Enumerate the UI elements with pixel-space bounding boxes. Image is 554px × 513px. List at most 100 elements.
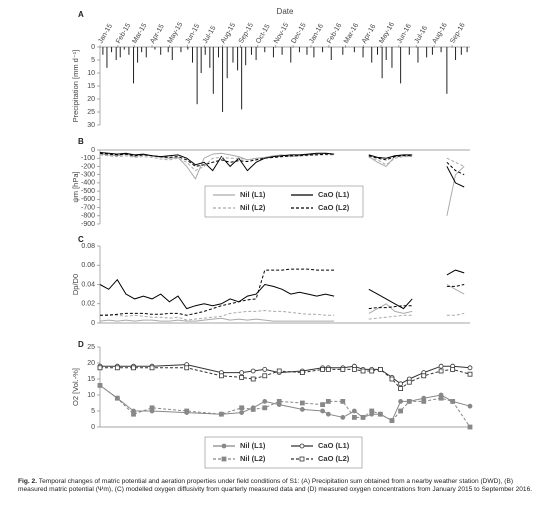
x-tick-label: Jun-15: [185, 23, 202, 45]
marker: [369, 368, 375, 374]
panel-letter: C: [78, 235, 84, 244]
marker: [320, 408, 325, 414]
x-tick-label: May-16: [378, 21, 396, 45]
marker: [97, 382, 103, 388]
x-tick-label: Mar-15: [131, 22, 148, 45]
marker: [250, 406, 256, 412]
legend-label: Nil (L2): [240, 203, 266, 212]
y-tick-label: -500: [81, 188, 95, 195]
y-tick-label: 0.06: [81, 262, 95, 269]
legend-marker: [221, 456, 227, 462]
legend-marker: [221, 443, 227, 449]
legend-box: [204, 436, 363, 469]
legend-label: CaO (L2): [318, 454, 350, 463]
x-tick-label: Sep-15: [238, 22, 255, 45]
y-tick-label: 0: [91, 147, 95, 154]
x-tick-label: Oct-15: [255, 23, 272, 45]
marker: [262, 398, 268, 404]
series-line: [100, 268, 465, 316]
marker: [398, 408, 404, 414]
marker: [438, 395, 444, 401]
y-tick-label: -200: [81, 163, 95, 170]
marker: [340, 366, 346, 372]
figure: A Precipitation [mm d⁻¹] 0 5 10 15 20 25 30 Jan-1…: [71, 7, 473, 469]
panel-letter: A: [78, 10, 84, 19]
marker: [219, 411, 224, 417]
marker: [239, 370, 245, 376]
marker: [239, 374, 245, 380]
marker: [299, 370, 305, 376]
x-tick-label: Dec-15: [290, 22, 307, 45]
y-tick-label: 0.04: [81, 281, 95, 288]
y-tick-label: 30: [87, 122, 95, 129]
y-axis-label: Precipitation [mm d⁻¹]: [71, 50, 80, 123]
marker: [325, 411, 331, 417]
marker: [340, 398, 346, 404]
marker: [398, 381, 404, 387]
marker: [438, 368, 444, 374]
y-tick-label: 10: [87, 392, 95, 399]
y-tick-label: -400: [81, 180, 95, 187]
marker: [450, 366, 456, 372]
marker: [131, 411, 136, 417]
y-tick-label: 20: [87, 96, 95, 103]
x-tick-label: Sep-16: [449, 22, 466, 45]
legend-label: CaO (L1): [318, 190, 350, 199]
marker: [351, 408, 357, 414]
x-tick-label: Jan-15: [97, 23, 114, 45]
marker: [351, 366, 357, 372]
x-tick-label: Feb-16: [326, 22, 343, 45]
marker: [97, 365, 103, 371]
y-tick-label: -700: [81, 204, 95, 211]
marker: [406, 398, 412, 404]
panel-letter: B: [78, 137, 84, 146]
y-tick-label: 25: [87, 109, 95, 116]
x-tick-label: Apr-15: [149, 23, 166, 45]
marker: [421, 398, 427, 404]
marker: [377, 366, 383, 372]
marker: [239, 410, 245, 416]
marker: [239, 405, 245, 411]
x-tick-label: Nov-15: [273, 22, 290, 45]
marker: [389, 376, 395, 382]
marker: [320, 366, 325, 372]
marker: [389, 418, 395, 424]
marker: [340, 414, 346, 420]
marker: [250, 368, 256, 374]
caption: Fig. 2. Temporal changes of matric poten…: [18, 478, 538, 495]
marker: [184, 365, 190, 371]
x-tick-label: Jul-15: [202, 25, 218, 45]
y-tick-label: 0.08: [81, 243, 95, 250]
y-tick-label: 10: [87, 70, 95, 77]
series-line: [99, 152, 465, 188]
x-tick-label: Jul-16: [414, 25, 430, 45]
marker: [325, 366, 331, 372]
y-tick-label: 25: [87, 344, 95, 351]
x-tick-label: Aug-15: [220, 22, 237, 45]
marker: [114, 395, 120, 401]
marker: [467, 365, 473, 371]
y-tick-label: 0.02: [81, 301, 95, 308]
y-axis-label: O2 [Vol.-%]: [71, 368, 80, 406]
y-tick-label: 5: [91, 408, 95, 415]
series-line: [99, 154, 465, 172]
y-tick-label: 20: [87, 360, 95, 367]
marker: [398, 386, 404, 392]
y-tick-label: -100: [81, 155, 95, 162]
x-tick-label: Jan-16: [308, 23, 325, 45]
marker: [351, 414, 357, 420]
marker: [467, 403, 473, 409]
panel-letter: D: [78, 340, 84, 349]
legend-label: Nil (L1): [240, 190, 266, 199]
marker: [421, 373, 427, 379]
legend-label: CaO (L1): [318, 441, 350, 450]
y-axis-label: Dp/D0: [71, 274, 80, 295]
marker: [467, 424, 473, 430]
marker: [276, 398, 282, 404]
y-tick-label: -300: [81, 172, 95, 179]
marker: [149, 365, 155, 371]
marker: [114, 365, 120, 371]
x-tick-label: Jun-16: [396, 23, 413, 45]
marker: [360, 414, 366, 420]
x-tick-label: Aug-16: [431, 22, 448, 45]
